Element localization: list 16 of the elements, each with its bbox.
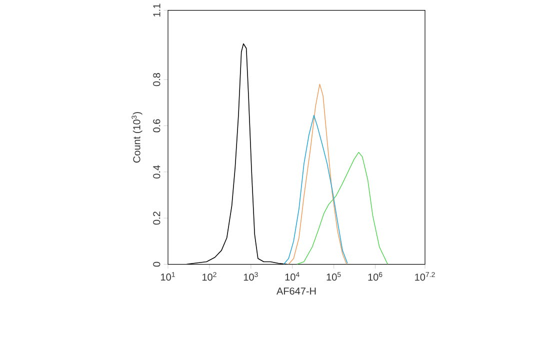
line-series (283, 114, 348, 264)
y-axis-title: Count (10$^{3}$) (132, 112, 142, 162)
x-tick-label: 10$^{6}$ (368, 272, 382, 281)
x-tick-label: 10$^{2}$ (202, 272, 216, 281)
x-tick-label: 10$^{5}$ (326, 272, 341, 280)
x-tick-label: 10$^{7.2}$ (415, 272, 435, 281)
y-tick-label: 0.6 (153, 119, 160, 132)
x-tick-label: 10$^{4}$ (285, 272, 300, 280)
y-tick-label: 1.1 (153, 4, 160, 16)
y-tick-label: 0.2 (153, 212, 160, 225)
y-tick-label: 0.8 (153, 72, 160, 86)
y-tick-label: 0.4 (153, 165, 160, 178)
y-tick-label: 0 (153, 262, 160, 267)
x-axis-title: AF647-H (276, 287, 316, 294)
x-tick-label: 10$^{1}$ (161, 272, 175, 280)
x-tick-label: 10$^{3}$ (244, 272, 258, 281)
